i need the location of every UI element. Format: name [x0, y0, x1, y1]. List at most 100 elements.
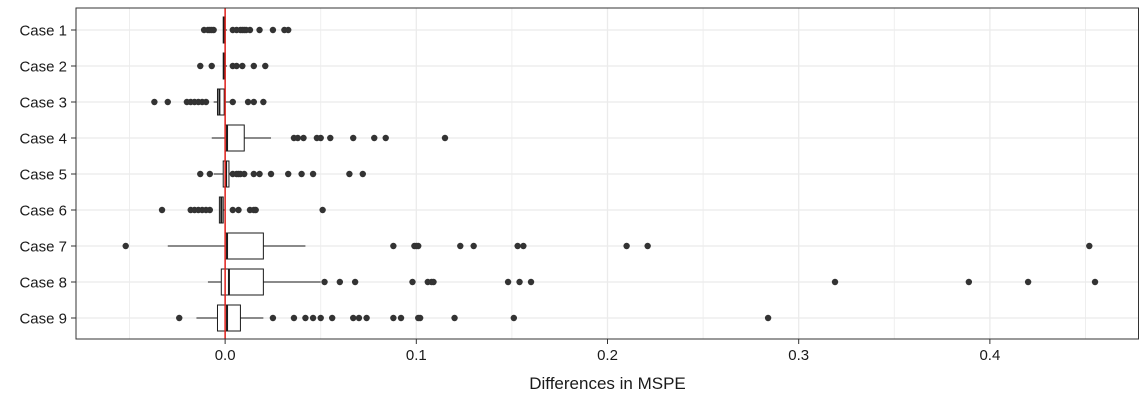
box-iqr — [216, 304, 241, 332]
outlier-point — [457, 242, 464, 250]
outlier-point — [965, 278, 973, 286]
x-axis: 0.0 0.1 0.2 0.3 0.4 — [215, 339, 1000, 364]
outlier-point — [351, 278, 359, 286]
outlier-point — [831, 278, 839, 286]
outlier-point — [309, 170, 317, 178]
outlier-point — [233, 62, 240, 70]
outlier-point — [164, 98, 171, 106]
outlier-point — [359, 170, 366, 178]
box-iqr — [224, 232, 264, 260]
y-tick-label: Case 3 — [19, 95, 67, 112]
outlier-point — [246, 26, 254, 34]
outlier-point — [250, 62, 258, 70]
outlier-point — [229, 206, 236, 214]
outlier-point — [441, 134, 449, 142]
boxplot-case-9 — [196, 304, 264, 332]
box-iqr — [216, 88, 225, 116]
x-axis-title: Differences in MSPE — [529, 374, 686, 393]
outlier-point — [363, 314, 370, 322]
outlier-point — [269, 314, 277, 322]
outlier-point — [252, 206, 259, 214]
y-tick-label: Case 5 — [19, 167, 67, 184]
outlier-point — [514, 242, 521, 250]
outlier-point — [764, 314, 772, 322]
outlier-point — [317, 134, 324, 142]
outlier-point — [260, 98, 267, 106]
outlier-point — [309, 314, 317, 322]
outlier-point — [250, 98, 258, 106]
outlier-point — [250, 170, 258, 178]
x-tick-label: 0.4 — [979, 347, 1000, 364]
outlier-point — [269, 26, 277, 34]
outlier-point — [321, 278, 328, 286]
outlier-point — [527, 278, 535, 286]
outlier-point — [197, 62, 204, 70]
outlier-point — [208, 62, 215, 70]
outlier-point — [516, 278, 523, 286]
outlier-point — [239, 62, 246, 70]
outlier-point — [623, 242, 630, 250]
outlier-point — [409, 278, 416, 286]
boxplot-case-7 — [167, 232, 306, 260]
y-tick-label: Case 6 — [19, 203, 67, 220]
boxplot-case-4 — [211, 124, 272, 152]
outlier-point — [256, 170, 263, 178]
x-tick-label: 0.3 — [788, 347, 809, 364]
outlier-point — [197, 170, 204, 178]
outlier-point — [416, 314, 424, 322]
y-tick-label: Case 9 — [19, 311, 67, 328]
outlier-point — [267, 170, 275, 178]
boxplot-case-8 — [207, 268, 321, 296]
y-tick-label: Case 1 — [19, 23, 67, 40]
y-tick-label: Case 8 — [19, 275, 67, 292]
outlier-point — [336, 278, 344, 286]
outlier-point — [451, 314, 458, 322]
outlier-point — [355, 314, 363, 322]
outlier-point — [300, 134, 307, 142]
outlier-point — [382, 134, 389, 142]
outlier-point — [1024, 278, 1032, 286]
y-axis: Case 1 Case 2 Case 3 Case 4 Case 5 Case 6 Case… — [19, 23, 76, 328]
outlier-point — [430, 278, 437, 286]
outlier-point — [202, 98, 210, 106]
outlier-point — [390, 242, 397, 250]
outlier-point — [176, 314, 183, 322]
boxplot-case-6 — [218, 196, 226, 224]
outlier-point — [285, 170, 292, 178]
outlier-point — [122, 242, 129, 250]
outlier-point — [328, 314, 336, 322]
outlier-point — [644, 242, 651, 250]
outlier-point — [298, 170, 305, 178]
box-iqr — [220, 268, 264, 296]
outlier-point — [151, 98, 158, 106]
y-tick-label: Case 2 — [19, 59, 67, 76]
outlier-point — [510, 314, 518, 322]
outlier-point — [244, 98, 252, 106]
outlier-point — [1091, 278, 1099, 286]
outlier-point — [290, 314, 298, 322]
outlier-point — [470, 242, 477, 250]
y-tick-label: Case 7 — [19, 239, 67, 256]
outlier-point — [350, 314, 357, 322]
outlier-point — [504, 278, 512, 286]
outlier-point — [285, 26, 292, 34]
outlier-point — [520, 242, 527, 250]
outlier-point — [206, 206, 214, 214]
boxplot-case-3 — [213, 88, 231, 116]
outlier-point — [262, 62, 269, 70]
outlier-point — [229, 98, 236, 106]
outlier-point — [302, 314, 309, 322]
outlier-point — [158, 206, 166, 214]
outlier-point — [350, 134, 357, 142]
x-tick-label: 0.2 — [597, 347, 618, 364]
outlier-point — [327, 134, 334, 142]
boxplots — [167, 16, 321, 332]
outlier-point — [415, 242, 422, 250]
outlier-points — [122, 26, 1099, 322]
outlier-point — [210, 26, 217, 34]
outlier-point — [390, 314, 397, 322]
outlier-point — [1086, 242, 1093, 250]
outlier-point — [397, 314, 405, 322]
outlier-point — [235, 206, 242, 214]
